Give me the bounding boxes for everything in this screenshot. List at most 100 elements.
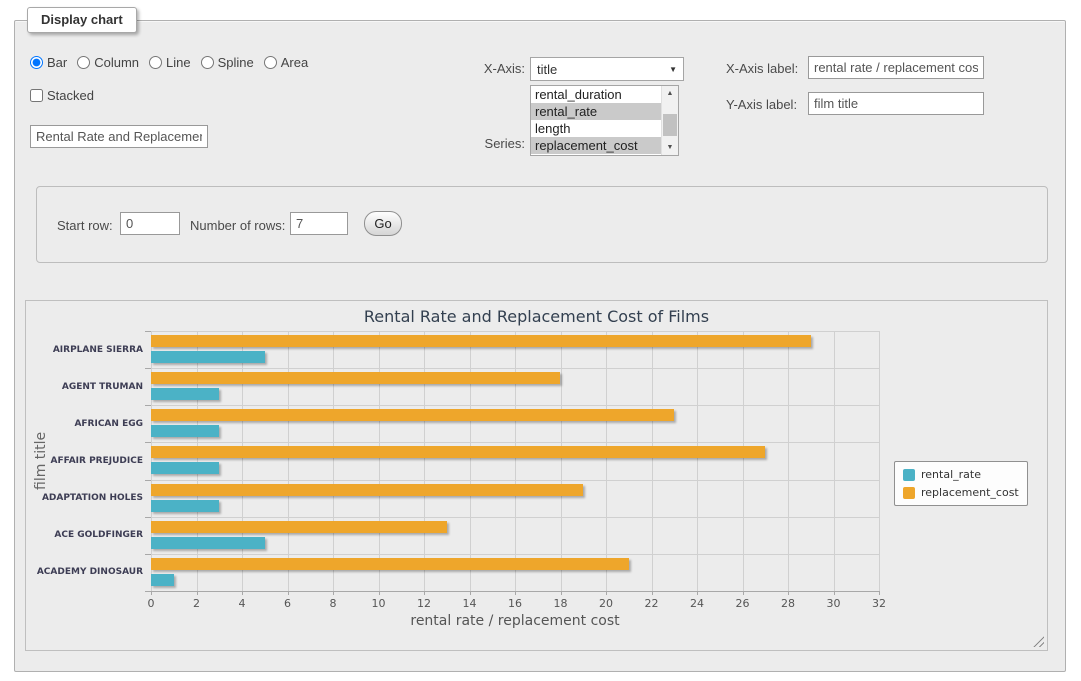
chart-type-radio-group: Bar Column Line Spline Area [30, 55, 308, 70]
start-row-label: Start row: [57, 218, 113, 233]
gridline-vertical [379, 331, 380, 591]
x-axis-tick-label: 30 [814, 597, 854, 610]
y-axis-tick [145, 517, 151, 518]
chart-type-radio-bar[interactable] [30, 56, 43, 69]
y-axis-tick [145, 480, 151, 481]
bar-replacement_cost[interactable] [151, 409, 674, 421]
bar-rental_rate[interactable] [151, 574, 174, 586]
x-axis-tick-label: 2 [177, 597, 217, 610]
x-axis-tick-label: 18 [541, 597, 581, 610]
x-axis-tick-label: 12 [404, 597, 444, 610]
gridline-vertical [288, 331, 289, 591]
stacked-row: Stacked [30, 88, 94, 103]
gridline-vertical [242, 331, 243, 591]
chart-type-radio-spline[interactable] [201, 56, 214, 69]
chart-plot-area: 02468101214161820222426283032AIRPLANE SI… [151, 331, 879, 591]
chart-type-option-line[interactable]: Line [149, 55, 191, 70]
bar-rental_rate[interactable] [151, 462, 219, 474]
scroll-up-icon[interactable]: ▲ [662, 86, 678, 101]
bar-rental_rate[interactable] [151, 351, 265, 363]
x-axis-tick-label: 26 [723, 597, 763, 610]
bar-replacement_cost[interactable] [151, 335, 811, 347]
x-axis-tick-label: 8 [313, 597, 353, 610]
chart-type-radio-line[interactable] [149, 56, 162, 69]
series-multiselect[interactable]: rental_durationrental_ratelengthreplacem… [530, 85, 679, 156]
go-button[interactable]: Go [364, 211, 402, 236]
chart-title-input[interactable] [30, 125, 208, 148]
x-axis-tick-label: 14 [450, 597, 490, 610]
series-option-length[interactable]: length [531, 120, 661, 137]
y-axis-tick [145, 554, 151, 555]
chart-type-label: Line [166, 55, 191, 70]
y-axis-tick [145, 442, 151, 443]
chart-type-radio-area[interactable] [264, 56, 277, 69]
gridline-horizontal [151, 554, 879, 555]
bar-rental_rate[interactable] [151, 500, 219, 512]
legend-label: rental_rate [921, 468, 981, 481]
y-axis-label-input[interactable] [808, 92, 984, 115]
legend-item-replacement_cost[interactable]: replacement_cost [903, 486, 1019, 499]
x-axis-tick-label: 6 [268, 597, 308, 610]
gridline-horizontal [151, 480, 879, 481]
chart-title: Rental Rate and Replacement Cost of Film… [26, 307, 1047, 326]
chart-legend: rental_rate replacement_cost [894, 461, 1028, 506]
stacked-option[interactable]: Stacked [30, 88, 94, 103]
chart-type-option-area[interactable]: Area [264, 55, 308, 70]
stacked-checkbox[interactable] [30, 89, 43, 102]
bar-rental_rate[interactable] [151, 537, 265, 549]
x-axis-tick-label: 10 [359, 597, 399, 610]
gridline-vertical [788, 331, 789, 591]
gridline-vertical [697, 331, 698, 591]
chart-type-label: Area [281, 55, 308, 70]
series-scrollbar[interactable]: ▲ ▼ [661, 86, 678, 155]
page: Display chart Bar Column Line Spline Area St… [0, 0, 1081, 681]
stacked-label: Stacked [47, 88, 94, 103]
chart-type-option-bar[interactable]: Bar [30, 55, 67, 70]
bar-replacement_cost[interactable] [151, 484, 583, 496]
y-axis-tick [145, 331, 151, 332]
scrollbar-thumb[interactable] [663, 114, 677, 136]
gridline-horizontal [151, 442, 879, 443]
legend-swatch-rental_rate [903, 469, 915, 481]
scroll-down-icon[interactable]: ▼ [662, 140, 678, 155]
chart-type-option-spline[interactable]: Spline [201, 55, 254, 70]
x-axis-select[interactable]: title ▼ [530, 57, 684, 81]
gridline-vertical [879, 331, 880, 591]
legend-swatch-replacement_cost [903, 487, 915, 499]
gridline-vertical [606, 331, 607, 591]
chart-container: Rental Rate and Replacement Cost of Film… [25, 300, 1048, 651]
x-axis-tick-label: 16 [495, 597, 535, 610]
chart-type-label: Bar [47, 55, 67, 70]
gridline-vertical [333, 331, 334, 591]
bar-rental_rate[interactable] [151, 388, 219, 400]
series-option-rental_rate[interactable]: rental_rate [531, 103, 661, 120]
start-row-input[interactable] [120, 212, 180, 235]
row-controls-box [36, 186, 1048, 263]
gridline-horizontal [151, 405, 879, 406]
chart-y-axis-title: film title [32, 331, 50, 591]
legend-item-rental_rate[interactable]: rental_rate [903, 468, 1019, 481]
bar-replacement_cost[interactable] [151, 372, 560, 384]
x-axis-label-input[interactable] [808, 56, 984, 79]
fieldset-legend: Display chart [27, 7, 137, 33]
bar-replacement_cost[interactable] [151, 558, 629, 570]
bar-replacement_cost[interactable] [151, 521, 447, 533]
series-option-rental_duration[interactable]: rental_duration [531, 86, 661, 103]
x-axis-tick-label: 22 [632, 597, 672, 610]
gridline-vertical [515, 331, 516, 591]
series-select-label: Series: [430, 136, 525, 151]
bar-replacement_cost[interactable] [151, 446, 765, 458]
x-axis-select-value: title [537, 62, 557, 77]
x-axis-tick-label: 0 [131, 597, 171, 610]
number-of-rows-label: Number of rows: [190, 218, 285, 233]
number-of-rows-input[interactable] [290, 212, 348, 235]
chart-type-option-column[interactable]: Column [77, 55, 139, 70]
x-axis-tick-label: 4 [222, 597, 262, 610]
x-axis-tick-label: 24 [677, 597, 717, 610]
chart-type-label: Column [94, 55, 139, 70]
chart-type-label: Spline [218, 55, 254, 70]
resize-handle-icon[interactable] [1033, 636, 1044, 647]
series-option-replacement_cost[interactable]: replacement_cost [531, 137, 661, 154]
bar-rental_rate[interactable] [151, 425, 219, 437]
chart-type-radio-column[interactable] [77, 56, 90, 69]
